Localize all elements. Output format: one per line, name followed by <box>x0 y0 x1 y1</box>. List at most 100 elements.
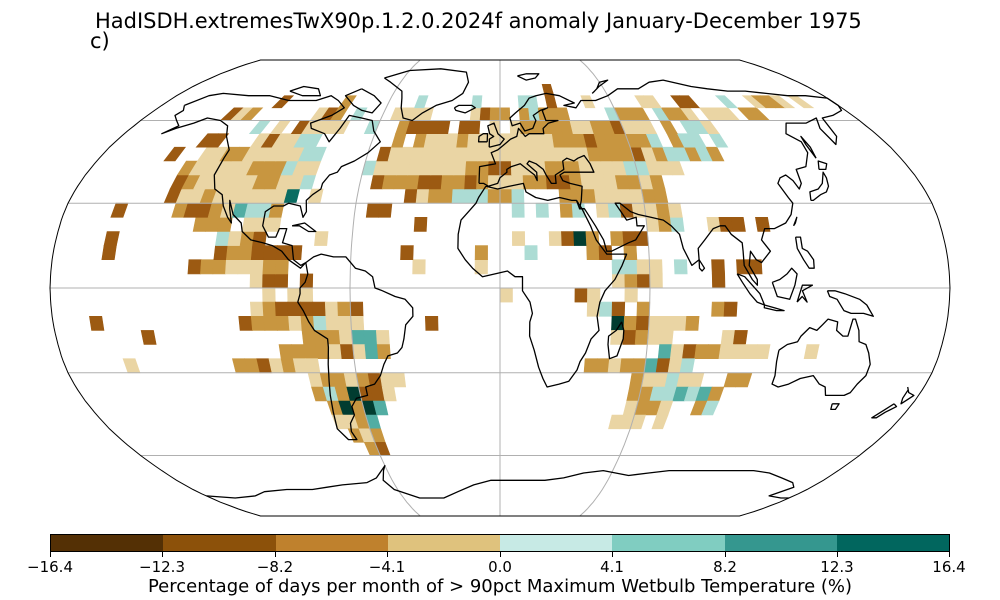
grid-cell <box>275 316 290 331</box>
grid-cell <box>262 259 277 275</box>
grid-cell <box>723 301 738 317</box>
graticule <box>50 59 950 517</box>
grid-cell <box>474 245 488 260</box>
grid-cell <box>694 344 710 359</box>
coast-taiwan <box>792 216 798 227</box>
grid-cell <box>678 95 701 109</box>
grid-cell <box>489 107 501 121</box>
grid-cell <box>652 188 669 204</box>
colorbar-tick-mark <box>50 552 51 557</box>
coast-japan <box>809 171 830 202</box>
coast-borneo <box>771 267 798 300</box>
grid-cell <box>803 344 820 359</box>
grid-cell <box>730 217 746 232</box>
grid-cell <box>755 217 771 232</box>
colorbar-tick-label: −8.2 <box>256 558 294 576</box>
grid-cell <box>101 245 117 260</box>
grid-cell <box>301 330 317 345</box>
grid-cell <box>443 146 457 162</box>
colorbar-tick-mark <box>275 552 276 557</box>
grid-cell <box>315 344 331 359</box>
grid-cell <box>720 330 736 345</box>
coast-british-isles <box>487 122 505 148</box>
grid-cell <box>510 133 523 148</box>
grid-cell <box>635 316 650 331</box>
grid-cell <box>714 95 739 109</box>
grid-cell <box>363 330 378 345</box>
grid-cell <box>706 344 722 359</box>
grid-cell <box>544 95 558 109</box>
grid-cell <box>669 217 685 232</box>
grid-cell <box>511 188 525 204</box>
grid-cell <box>646 330 662 345</box>
grid-cell <box>541 84 555 96</box>
colorbar-segment-5 <box>500 535 613 551</box>
grid-cell <box>381 386 397 402</box>
grid-cell <box>669 344 685 359</box>
grid-cell <box>326 330 341 345</box>
grid-cell <box>636 259 651 275</box>
grid-cell <box>595 358 610 374</box>
coast-africa <box>457 182 628 388</box>
grid-cell <box>379 372 395 388</box>
grid-cell <box>454 146 468 162</box>
grid-cell <box>672 316 687 331</box>
grid-cell <box>312 301 327 317</box>
grid-cell <box>488 160 501 176</box>
grid-cell <box>582 188 597 204</box>
grid-cell <box>610 231 625 246</box>
grid-cell <box>611 301 626 317</box>
grid-cell <box>103 231 120 246</box>
grid-cell <box>526 95 539 109</box>
grid-cell <box>659 120 678 134</box>
coast-java <box>763 304 785 312</box>
grid-cell <box>467 133 480 148</box>
coast-madagascar <box>607 321 625 360</box>
colorbar-tick-label: −12.3 <box>139 558 185 576</box>
grid-cell <box>634 330 649 345</box>
grid-cell <box>573 231 587 246</box>
colorbar-tick-mark <box>949 552 950 557</box>
grid-cell <box>187 259 202 275</box>
grid-cell <box>532 146 546 162</box>
grid-cell <box>607 358 622 374</box>
coast-baffin <box>344 88 382 114</box>
coast-arctic-islands <box>289 85 322 97</box>
coast-novaya-zemlya <box>591 79 609 94</box>
coast-greenland <box>384 68 470 122</box>
coast-hokkaido <box>817 160 828 171</box>
grid-cell <box>417 174 432 190</box>
coast-philippines <box>794 236 815 269</box>
grid-cell <box>499 146 512 162</box>
grid-cell <box>557 174 572 190</box>
grid-cell <box>499 107 511 121</box>
grid-cell <box>463 188 477 204</box>
grid-cell <box>413 217 428 232</box>
colorbar-tick-label: 8.2 <box>713 558 737 576</box>
grid-cell <box>430 160 445 176</box>
grid-cell <box>465 160 478 176</box>
grid-cell <box>466 146 479 162</box>
grid-cell <box>400 245 414 260</box>
grid-cell <box>468 120 481 134</box>
grid-cell <box>648 259 663 275</box>
grid-cell <box>452 174 466 190</box>
grid-cell <box>643 95 662 109</box>
grid-cell <box>768 95 796 109</box>
colorbar-tick-mark <box>612 552 613 557</box>
grid-cell <box>254 217 270 232</box>
grid-cell <box>544 160 558 176</box>
grid-cell <box>238 245 253 260</box>
grid-cell <box>215 231 231 246</box>
grid-cell <box>651 414 669 430</box>
grid-cell <box>309 146 327 162</box>
grid-cell <box>477 146 490 162</box>
grid-cell <box>636 273 651 289</box>
colorbar-tick-label: −4.1 <box>368 558 406 576</box>
grid-cell <box>706 217 722 232</box>
colorbar-tick-label: −16.4 <box>27 558 73 576</box>
grid-cell <box>518 107 531 121</box>
colorbar-tick-mark <box>500 552 501 557</box>
grid-cell <box>249 273 264 289</box>
colorbar-segment-7 <box>724 535 837 551</box>
